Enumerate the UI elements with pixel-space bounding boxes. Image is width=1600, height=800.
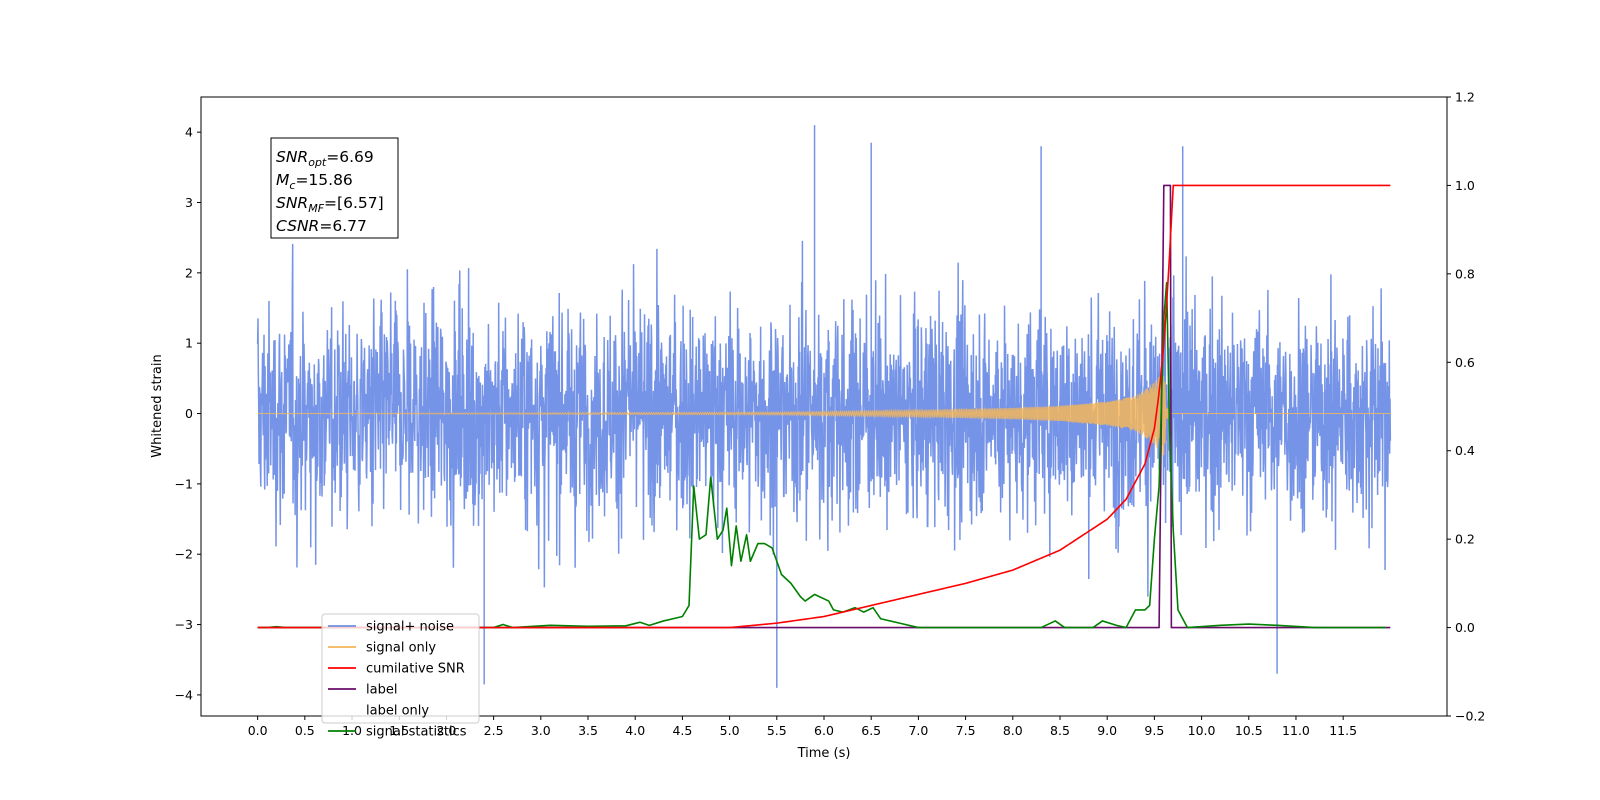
legend-label: label only: [366, 704, 429, 719]
y-right-tick-label: 0.6: [1455, 355, 1475, 370]
annotation-symbol: CSNR: [276, 217, 319, 235]
legend-frame: [321, 613, 480, 724]
x-axis: 0.0 0.5 1.0 1.5 2.0 2.5 3.0 3.5 4.0 4.5 5.0 5.5 6.0 6…: [248, 716, 1357, 738]
x-tick-label: 1.5: [389, 723, 409, 738]
annotation-subscript: opt: [308, 156, 327, 169]
x-tick-label: 2.5: [484, 723, 504, 738]
annotation-line: Mc=15.86: [276, 171, 353, 192]
x-tick-label: 5.5: [767, 723, 787, 738]
y-axis-left: −4 −3 −2 −1 0 1 2 3 4: [175, 125, 201, 702]
x-tick-label: 3.5: [578, 723, 598, 738]
legend: signal+ noise signal only cumilative SNR la…: [321, 613, 480, 740]
x-tick-label: 9.0: [1097, 723, 1117, 738]
annotation-subscript: c: [289, 179, 295, 192]
y-right-tick-label: 0.4: [1455, 443, 1475, 458]
annotation-line: SNRMF=[6.57]: [276, 194, 384, 215]
x-tick-label: 10.5: [1235, 723, 1263, 738]
y-right-tick-label: 1.0: [1455, 178, 1475, 193]
y-left-tick-label: −4: [175, 687, 193, 702]
x-tick-label: 7.5: [956, 723, 976, 738]
x-tick-label: 7.0: [908, 723, 928, 738]
y-left-tick-label: −3: [175, 617, 193, 632]
y-right-tick-label: 0.0: [1455, 620, 1475, 635]
y-right-tick-label: 1.2: [1455, 90, 1475, 105]
x-tick-label: 3.0: [531, 723, 551, 738]
x-tick-label: 11.5: [1329, 723, 1357, 738]
annotation-value: =15.86: [295, 171, 352, 189]
y-right-tick-label: 0.2: [1455, 532, 1475, 547]
legend-label: label: [366, 683, 397, 698]
y-right-tick-label: −0.2: [1455, 709, 1485, 724]
y-axis-label-left: Whitened strain: [150, 354, 165, 457]
x-tick-label: 10.0: [1188, 723, 1216, 738]
annotation-value: =[6.57]: [324, 194, 384, 212]
annotation-box-frame: [270, 137, 399, 239]
x-tick-label: 0.0: [248, 723, 268, 738]
x-tick-label: 8.0: [1003, 723, 1023, 738]
legend-label: cumilative SNR: [366, 662, 465, 677]
series-signal-noise: [256, 125, 1392, 688]
annotation-symbol: SNR: [276, 148, 308, 166]
annotation-symbol: M: [276, 171, 289, 189]
x-tick-label: 5.0: [720, 723, 740, 738]
y-left-tick-label: 4: [185, 125, 193, 140]
y-right-tick-label: 0.8: [1455, 266, 1475, 281]
annotation-value: =6.69: [326, 148, 374, 166]
annotation-symbol: SNR: [276, 194, 308, 212]
x-tick-label: 4.5: [672, 723, 692, 738]
x-tick-label: 4.0: [625, 723, 645, 738]
x-tick-label: 0.5: [295, 723, 315, 738]
y-left-tick-label: −1: [175, 476, 193, 491]
y-axis-right: −0.2 0.0 0.2 0.4 0.6 0.8 1.0 1.2: [1447, 90, 1485, 724]
series-signal-statistics: [257, 281, 1386, 629]
annotation-subscript: MF: [308, 202, 324, 215]
y-left-tick-label: 3: [185, 195, 193, 210]
annotation-line: SNRopt=6.69: [276, 148, 374, 169]
x-axis-label: Time (s): [797, 746, 851, 761]
x-tick-label: 6.0: [814, 723, 834, 738]
y-left-tick-label: 0: [185, 406, 193, 421]
x-tick-label: 6.5: [861, 723, 881, 738]
y-left-tick-label: −2: [175, 547, 193, 562]
legend-label: signal only: [366, 641, 436, 656]
annotation-value: =6.77: [319, 217, 367, 235]
x-tick-label: 2.0: [436, 723, 456, 738]
annotation-line: CSNR=6.77: [276, 217, 367, 235]
x-tick-label: 11.0: [1282, 723, 1310, 738]
x-tick-label: 9.5: [1144, 723, 1164, 738]
legend-label: signal statistics: [366, 725, 467, 740]
series-signal-only: [257, 373, 1391, 456]
y-left-tick-label: 1: [185, 336, 193, 351]
legend-label: signal+ noise: [366, 620, 454, 635]
x-tick-label: 8.5: [1050, 723, 1070, 738]
y-left-tick-label: 2: [185, 265, 193, 280]
